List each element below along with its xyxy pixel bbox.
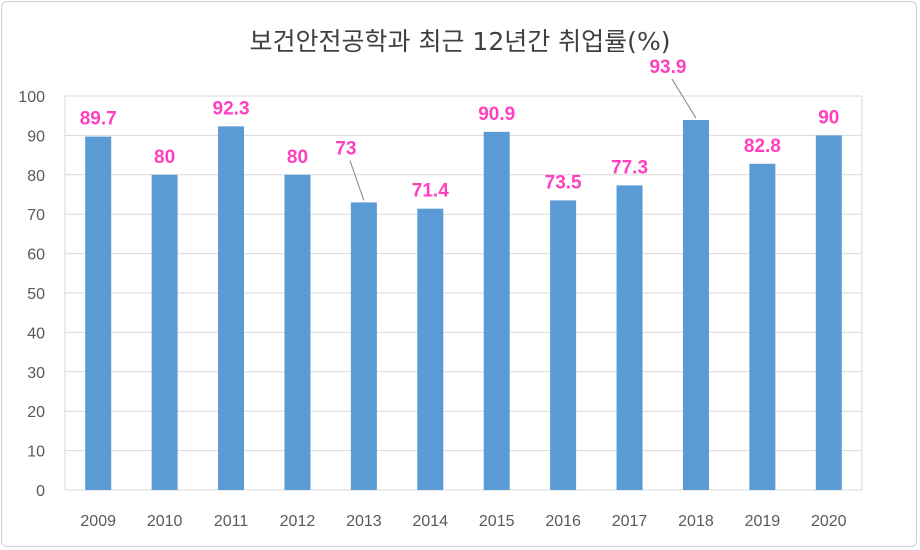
- x-tick-label: 2015: [479, 513, 515, 530]
- y-tick-label: 90: [27, 128, 45, 145]
- bar: [350, 202, 377, 490]
- data-label: 90.9: [478, 104, 515, 125]
- data-label: 92.3: [213, 98, 250, 119]
- data-label: 73.5: [545, 172, 582, 193]
- y-tick-label: 20: [27, 404, 45, 421]
- y-tick-label: 10: [27, 444, 45, 461]
- data-label: 89.7: [80, 109, 117, 130]
- y-tick-label: 80: [27, 168, 45, 185]
- x-tick-label: 2013: [346, 513, 382, 530]
- y-tick-label: 30: [27, 365, 45, 382]
- data-label: 77.3: [611, 157, 648, 178]
- x-tick-label: 2009: [80, 513, 116, 530]
- data-label: 90: [818, 107, 839, 128]
- leader-line: [349, 160, 365, 201]
- leader-line: [671, 78, 697, 119]
- bar: [218, 126, 245, 490]
- x-tick-label: 2016: [545, 513, 581, 530]
- data-label: 82.8: [744, 136, 781, 157]
- data-label: 93.9: [649, 57, 686, 78]
- bar: [85, 136, 112, 490]
- data-label: 73: [335, 138, 356, 159]
- y-tick-label: 50: [27, 286, 45, 303]
- bar: [151, 174, 178, 491]
- data-label: 80: [287, 147, 308, 168]
- x-tick-label: 2020: [811, 513, 847, 530]
- bar: [749, 163, 776, 490]
- y-tick-label: 40: [27, 325, 45, 342]
- bar: [550, 200, 577, 490]
- data-label: 71.4: [412, 181, 449, 202]
- x-tick-label: 2018: [678, 513, 714, 530]
- bar: [483, 131, 510, 490]
- bar: [417, 208, 444, 490]
- bar: [616, 185, 643, 491]
- x-tick-label: 2010: [147, 513, 183, 530]
- chart-title: 보건안전공학과 최근 12년간 취업률(%): [249, 27, 671, 56]
- bar: [682, 120, 709, 490]
- x-tick-label: 2011: [214, 513, 249, 530]
- x-tick-label: 2012: [280, 513, 316, 530]
- data-label: 80: [154, 147, 175, 168]
- bar: [284, 174, 311, 491]
- bar: [815, 135, 842, 490]
- y-tick-label: 60: [27, 247, 45, 264]
- y-tick-label: 100: [18, 89, 45, 106]
- x-tick-label: 2017: [612, 513, 648, 530]
- x-tick-label: 2019: [745, 513, 781, 530]
- x-tick-label: 2014: [412, 513, 448, 530]
- y-tick-label: 0: [36, 483, 45, 500]
- y-tick-label: 70: [27, 207, 45, 224]
